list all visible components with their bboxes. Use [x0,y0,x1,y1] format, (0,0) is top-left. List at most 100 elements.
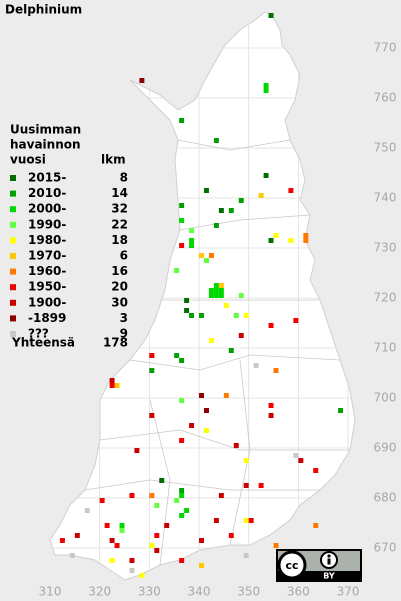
observation-square [119,528,125,533]
observation-square [184,508,190,513]
legend-count-heading: lkm [101,153,126,167]
observation-square [303,233,309,238]
legend-swatch [10,331,16,337]
observation-square [203,258,209,263]
legend-swatch [10,284,16,291]
license-badge: cc BY [276,549,362,582]
observation-square [134,448,140,453]
observation-square [233,313,239,318]
observation-square [263,83,269,88]
y-tick-label: 700 [374,391,397,405]
observation-square [213,223,219,228]
observation-square [298,458,304,463]
observation-square [179,398,185,403]
observation-square [109,558,115,563]
legend-label: 1970- [28,249,66,263]
observation-square [228,208,234,213]
observation-square [99,498,105,503]
legend-count: 16 [111,264,128,278]
legend-swatch [10,190,16,197]
observation-square [263,173,269,178]
observation-square [213,283,219,288]
legend-heading: Uusimman [10,123,81,137]
observation-square [213,518,219,523]
observation-square [179,203,185,208]
legend: 2015- 8 2010- 14 2000- 32 1990- 22 1980- 18 1970- 6… [10,171,128,341]
observation-square [189,423,195,428]
observation-square [149,493,155,498]
observation-square [179,513,185,518]
observation-square [84,508,90,513]
observation-square [199,253,204,258]
y-tick-label: 710 [374,341,397,355]
observation-square [59,538,65,543]
legend-count: 6 [120,249,128,263]
observation-square [233,443,239,448]
x-tick-label: 330 [138,585,161,599]
observation-square [238,333,244,338]
legend-label: 2000- [28,202,66,216]
observation-square [179,488,185,493]
title: Delphinium [5,3,82,17]
observation-square [104,523,110,528]
by-body [327,558,331,565]
observation-square [109,538,115,543]
observations [59,13,344,578]
observation-square [213,293,219,298]
y-tick-label: 750 [374,141,397,155]
legend-label: 2015- [28,171,66,185]
by-text: BY [323,572,335,581]
region-borders [84,139,350,566]
legend-count: 8 [120,171,128,185]
observation-square [273,543,279,548]
observation-square [149,353,155,358]
observation-square [154,533,160,538]
observation-square [139,78,145,83]
legend-swatch [10,268,16,275]
observation-square [129,493,135,498]
x-tick-label: 370 [337,585,360,599]
observation-square [303,238,309,243]
legend-count: 14 [111,186,128,200]
legend-count: 20 [111,280,128,294]
observation-square [119,523,125,528]
border [229,359,251,546]
observation-square [238,198,244,203]
observation-square [268,413,274,418]
observation-square [268,238,274,243]
observation-square [268,403,274,408]
legend-swatch [10,206,16,213]
x-tick-label: 310 [39,585,62,599]
observation-square [218,283,224,288]
border [149,399,171,566]
observation-square [179,218,185,223]
y-tick-label: 670 [374,541,397,555]
observation-square [69,553,75,558]
observation-square [243,483,249,488]
observation-square [154,503,160,508]
observation-square [109,378,115,383]
observation-square [313,468,319,473]
observation-square [268,323,274,328]
observation-square [238,293,244,298]
observation-square [273,368,279,373]
observation-square [174,498,180,503]
observation-square [213,138,219,143]
observation-square [184,298,190,303]
observation-square [218,293,224,298]
x-tick-label: 360 [287,585,310,599]
observation-square [268,13,274,18]
observation-square [174,353,180,358]
observation-square [258,483,264,488]
observation-square [109,383,115,388]
observation-square [149,413,155,418]
y-tick-label: 760 [374,91,397,105]
legend-label: 2010- [28,186,66,200]
cc-text: cc [285,559,298,572]
observation-square [293,318,299,323]
observation-square [258,193,264,198]
border [177,139,291,151]
legend-count: 32 [111,202,128,216]
observation-square [154,548,160,553]
